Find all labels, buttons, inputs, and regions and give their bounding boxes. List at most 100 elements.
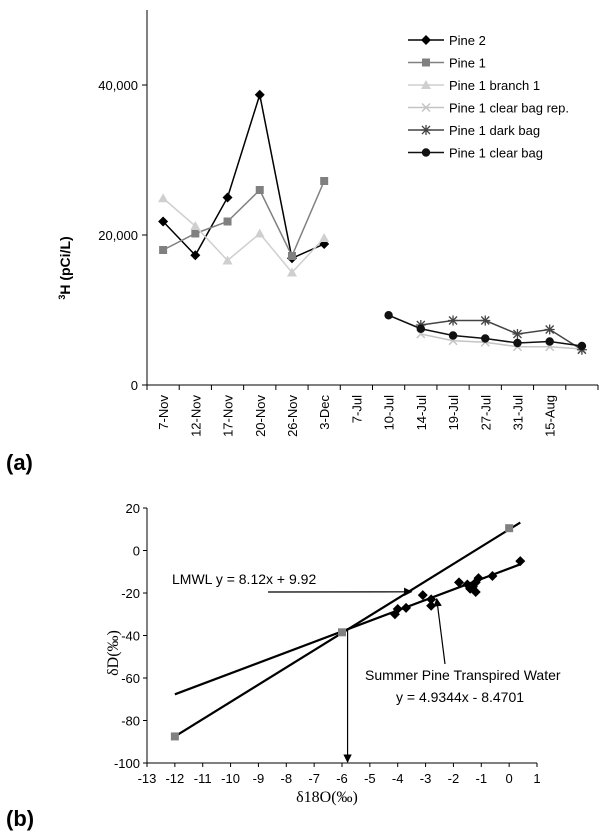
series-pine-1: [159, 177, 329, 260]
panel-b-label: (b): [6, 806, 34, 831]
legend-entry: Pine 1 branch 1: [408, 78, 540, 93]
panel-a-y-tick-label: 0: [131, 378, 138, 393]
series-pine-1-clear-bag: [384, 311, 587, 351]
panel-a-x-tick-label: 15-Aug: [543, 395, 558, 437]
series-line: [162, 180, 325, 258]
lmwl-label: LMWL y = 8.12x + 9.92: [172, 571, 316, 587]
legend-entry: Pine 1 clear bag rep.: [408, 101, 569, 116]
panel-b-y-tick-label: -100: [114, 756, 140, 771]
panel-a-x-tick-label: 31-Jul: [510, 395, 525, 431]
panel-a-y-axis-label: 3H (pCi/L): [57, 236, 73, 299]
panel-a-y-tick-label: 40,000: [98, 78, 138, 93]
panel-a-label: (a): [6, 450, 33, 475]
data-point: [319, 233, 330, 242]
series-pine-1-branch-1: [158, 193, 330, 277]
panel-a-x-tick-label: 10-Jul: [382, 395, 397, 431]
scatter-point: [338, 628, 346, 637]
panel-b-y-tick-label: -20: [121, 586, 140, 601]
panel-a-x-tick-label: 7-Nov: [156, 395, 171, 430]
scatter-point: [170, 732, 179, 741]
data-point: [545, 337, 554, 346]
data-point: [190, 221, 201, 230]
panel-b-x-tick-label: 0: [506, 771, 513, 786]
summer-pine-arrow: [433, 597, 446, 665]
data-point: [223, 217, 232, 226]
series-line: [162, 197, 325, 274]
scatter-point: [473, 573, 484, 584]
legend-label: Pine 1 dark bag: [449, 123, 540, 138]
data-point: [159, 246, 168, 254]
data-point: [190, 250, 201, 261]
panel-a-x-tick-label: 26-Nov: [285, 395, 300, 437]
data-point: [286, 267, 297, 277]
panel-a-x-tick-label: 17-Nov: [221, 395, 236, 437]
scatter-point: [417, 590, 428, 601]
panel-b-x-tick-label: -11: [194, 771, 212, 786]
panel-b-x-tick-label: -4: [392, 771, 404, 786]
panel-a-series: [158, 89, 587, 355]
panel-b-x-tick-label: -6: [336, 771, 348, 786]
data-point: [384, 311, 393, 320]
scatter-point: [487, 571, 498, 581]
panel-b-x-tick-label: -10: [221, 771, 240, 786]
legend-swatch-marker: [421, 80, 431, 89]
panel-b-x-tick-label: -12: [165, 771, 184, 786]
data-point: [254, 89, 265, 100]
panel-a-x-tick-label: 3-Dec: [317, 395, 332, 430]
legend-entry: Pine 1: [408, 56, 486, 71]
data-point: [513, 338, 522, 348]
series-line: [162, 94, 325, 260]
scatter-point: [505, 524, 514, 533]
panel-b-x-tick-label: -7: [308, 771, 320, 786]
legend-entry: Pine 2: [408, 33, 486, 48]
legend-entry: Pine 1 clear bag: [408, 146, 543, 161]
panel-b-x-tick-label: -9: [253, 771, 265, 786]
legend-swatch-marker: [421, 35, 431, 45]
panel-b-x-axis-label: δ18O(‰): [296, 789, 358, 806]
data-point: [480, 315, 491, 326]
panel-a-y-axis-label-superscript: 3: [57, 295, 67, 300]
data-point: [448, 315, 459, 326]
panel-b-x-tick-label: -1: [476, 771, 488, 786]
scatter-point: [470, 586, 481, 597]
panel-b-y-tick-label: -40: [121, 629, 140, 644]
legend-label: Pine 1 clear bag: [449, 146, 543, 161]
panel-b-x-tick-label: -8: [281, 771, 293, 786]
legend-swatch-marker: [421, 125, 431, 135]
scatter-point: [401, 602, 412, 613]
data-point: [191, 229, 200, 238]
panel-a-x-tick-label: 12-Nov: [188, 395, 203, 437]
panel-b-x-tick-label: -5: [364, 771, 376, 786]
panel-a-axes: 0 20,000 40,000 7-Nov 12-Nov 17-Nov 20-Nov 26-N…: [98, 10, 599, 437]
legend-label: Pine 1 clear bag rep.: [449, 101, 569, 116]
panel-a-y-tick-label: 20,000: [98, 228, 138, 243]
data-point: [320, 177, 329, 185]
data-point: [481, 334, 490, 343]
panel-a: 0 20,000 40,000 7-Nov 12-Nov 17-Nov 20-Nov 26-N…: [6, 10, 599, 475]
data-point: [577, 341, 587, 351]
series-pine-1-dark-bag: [415, 315, 587, 355]
panel-a-y-axis-label-main: H (pCi/L): [57, 236, 73, 294]
legend-swatch-marker: [421, 148, 431, 157]
scatter-point: [426, 600, 437, 611]
data-point: [255, 186, 264, 194]
panel-a-legend: Pine 2 Pine 1 Pine 1 branch 1 Pine 1 clear …: [408, 33, 569, 161]
panel-a-x-tick-label: 20-Nov: [253, 395, 268, 437]
panel-b-x-tick-label: -3: [420, 771, 432, 786]
panel-a-x-tick-label: 14-Jul: [414, 395, 429, 431]
series-line: [420, 333, 582, 350]
panel-b-y-tick-label: -80: [121, 714, 140, 729]
data-point: [254, 228, 265, 238]
legend-label: Pine 2: [449, 33, 486, 48]
legend-label: Pine 1 branch 1: [449, 78, 540, 93]
summer-pine-equation: y = 4.9344x - 8.4701: [396, 689, 524, 705]
data-point: [512, 329, 523, 339]
data-point: [158, 193, 169, 203]
series-line: [420, 319, 583, 351]
data-point: [158, 216, 169, 227]
panel-b-x-tick-label: 1: [533, 771, 540, 786]
data-point: [287, 252, 296, 260]
panel-b-y-axis-label: δD(‰): [105, 630, 122, 676]
